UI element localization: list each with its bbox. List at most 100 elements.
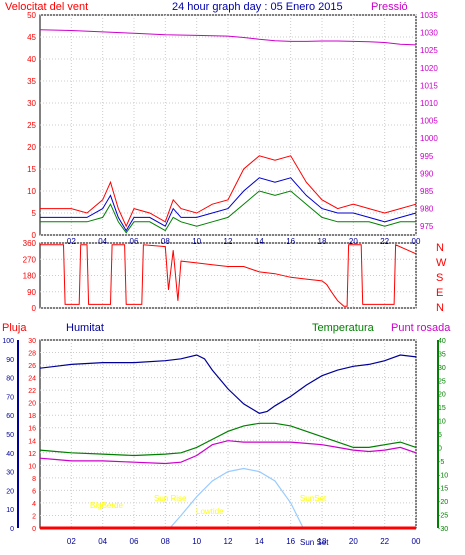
tick-label: 20 bbox=[27, 143, 36, 152]
tick-label: 100 bbox=[2, 338, 14, 345]
tick-label: 20 bbox=[6, 488, 14, 495]
tick-label: 6 bbox=[32, 488, 36, 495]
rain-label: Pluja bbox=[2, 322, 27, 334]
wind-avg-series bbox=[40, 177, 417, 232]
tick-label: 0 bbox=[32, 526, 36, 533]
tick-label: 990 bbox=[420, 169, 434, 178]
tick-label: 02 bbox=[67, 537, 76, 546]
tick-label: 1015 bbox=[420, 81, 438, 90]
tick-label: 10 bbox=[438, 419, 446, 426]
tick-label: 360 bbox=[23, 239, 37, 248]
pressure-label: Pressió bbox=[371, 1, 408, 13]
compass-label: N bbox=[436, 242, 444, 254]
tick-label: 14 bbox=[28, 438, 36, 445]
wind-mid-series bbox=[40, 190, 416, 234]
tick-label: 0 bbox=[10, 526, 14, 533]
annotation-bigberde: BigBerde bbox=[90, 501, 123, 510]
annotation-sunset: SunSet bbox=[300, 494, 327, 503]
tick-label: 35 bbox=[438, 351, 446, 358]
tick-label: 50 bbox=[27, 11, 36, 20]
tick-label: 4 bbox=[32, 501, 36, 508]
tick-label: 0 bbox=[32, 304, 37, 313]
humidity-time-axis: 02 04 06 08 10 12 14 16 18 20 22 00 bbox=[67, 537, 421, 546]
tick-label: -25 bbox=[438, 513, 448, 520]
humidity-series bbox=[39, 354, 417, 414]
tick-label: 04 bbox=[98, 537, 107, 546]
annotation-sun-set: Sun Set bbox=[300, 538, 329, 547]
tick-label: 985 bbox=[420, 187, 434, 196]
tick-label: 5 bbox=[32, 209, 37, 218]
tick-label: 22 bbox=[380, 237, 389, 246]
tick-label: 1030 bbox=[420, 29, 438, 38]
wind-speed-label: Velocitat del vent bbox=[5, 1, 88, 13]
tick-label: 08 bbox=[161, 237, 170, 246]
dewpoint-label: Punt rosada bbox=[391, 322, 451, 334]
tick-label: -30 bbox=[438, 526, 448, 533]
tick-label: 980 bbox=[420, 205, 434, 214]
tick-label: 18 bbox=[318, 237, 327, 246]
tick-label: 180 bbox=[23, 272, 37, 281]
pressure-series bbox=[39, 29, 417, 46]
tick-label: 18 bbox=[318, 537, 327, 546]
tick-label: 12 bbox=[224, 237, 233, 246]
tick-label: 20 bbox=[438, 392, 446, 399]
tick-label: -10 bbox=[438, 472, 448, 479]
tick-label: 90 bbox=[27, 288, 36, 297]
tick-label: 20 bbox=[349, 237, 358, 246]
wind-direction-grid bbox=[40, 242, 417, 309]
tick-label: 22 bbox=[380, 537, 389, 546]
tick-label: 15 bbox=[438, 405, 446, 412]
temperature-label: Temperatura bbox=[312, 322, 375, 334]
tick-label: 06 bbox=[130, 237, 139, 246]
tick-label: 00 bbox=[412, 537, 421, 546]
tick-label: 70 bbox=[6, 394, 14, 401]
tick-label: 0 bbox=[438, 445, 442, 452]
tick-label: 40 bbox=[27, 55, 36, 64]
tick-label: 1010 bbox=[420, 99, 438, 108]
tick-label: 26 bbox=[28, 363, 36, 370]
tick-label: 40 bbox=[6, 451, 14, 458]
tick-label: 5 bbox=[438, 432, 442, 439]
tick-label: 18 bbox=[28, 413, 36, 420]
tick-label: 30 bbox=[438, 365, 446, 372]
tick-label: -20 bbox=[438, 499, 448, 506]
tick-label: 28 bbox=[28, 351, 36, 358]
wind-time-axis: 02 04 06 08 10 12 14 16 18 20 22 00 bbox=[67, 237, 421, 246]
direction-degree-axis: 360 270 180 90 0 bbox=[23, 239, 37, 313]
tick-label: 40 bbox=[438, 338, 446, 345]
tick-label: 80 bbox=[6, 376, 14, 383]
tick-label: 30 bbox=[28, 338, 36, 345]
compass-label: S bbox=[436, 272, 443, 284]
tick-label: 14 bbox=[255, 237, 264, 246]
compass-label: E bbox=[436, 287, 443, 299]
tick-label: 2 bbox=[32, 513, 36, 520]
tick-label: 25 bbox=[27, 121, 36, 130]
tick-label: 12 bbox=[28, 451, 36, 458]
tick-label: 22 bbox=[28, 388, 36, 395]
tick-label: 12 bbox=[224, 537, 233, 546]
humidity-temperature-grid bbox=[40, 339, 417, 529]
tick-label: 15 bbox=[27, 165, 36, 174]
tick-label: 90 bbox=[6, 357, 14, 364]
annotation-sun-rise: Sun Rise bbox=[154, 494, 187, 503]
tick-label: 1020 bbox=[420, 64, 438, 73]
tick-label: 30 bbox=[6, 470, 14, 477]
tick-label: -5 bbox=[438, 459, 444, 466]
tick-label: 16 bbox=[286, 237, 295, 246]
tick-label: 06 bbox=[130, 537, 139, 546]
tick-label: 20 bbox=[28, 401, 36, 408]
tick-label: 25 bbox=[438, 378, 446, 385]
tick-label: 02 bbox=[67, 237, 76, 246]
pressure-axis: 1035 1030 1025 1020 1015 1010 1005 1000 995 990 98… bbox=[420, 11, 438, 231]
compass-label: W bbox=[436, 257, 447, 269]
tick-label: 50 bbox=[6, 432, 14, 439]
tick-label: 16 bbox=[28, 426, 36, 433]
tick-label: 1025 bbox=[420, 46, 438, 55]
tick-label: 10 bbox=[192, 237, 201, 246]
tick-label: 24 bbox=[28, 376, 36, 383]
tick-label: 1000 bbox=[420, 134, 438, 143]
tick-label: 60 bbox=[6, 413, 14, 420]
solar-series bbox=[169, 467, 304, 529]
